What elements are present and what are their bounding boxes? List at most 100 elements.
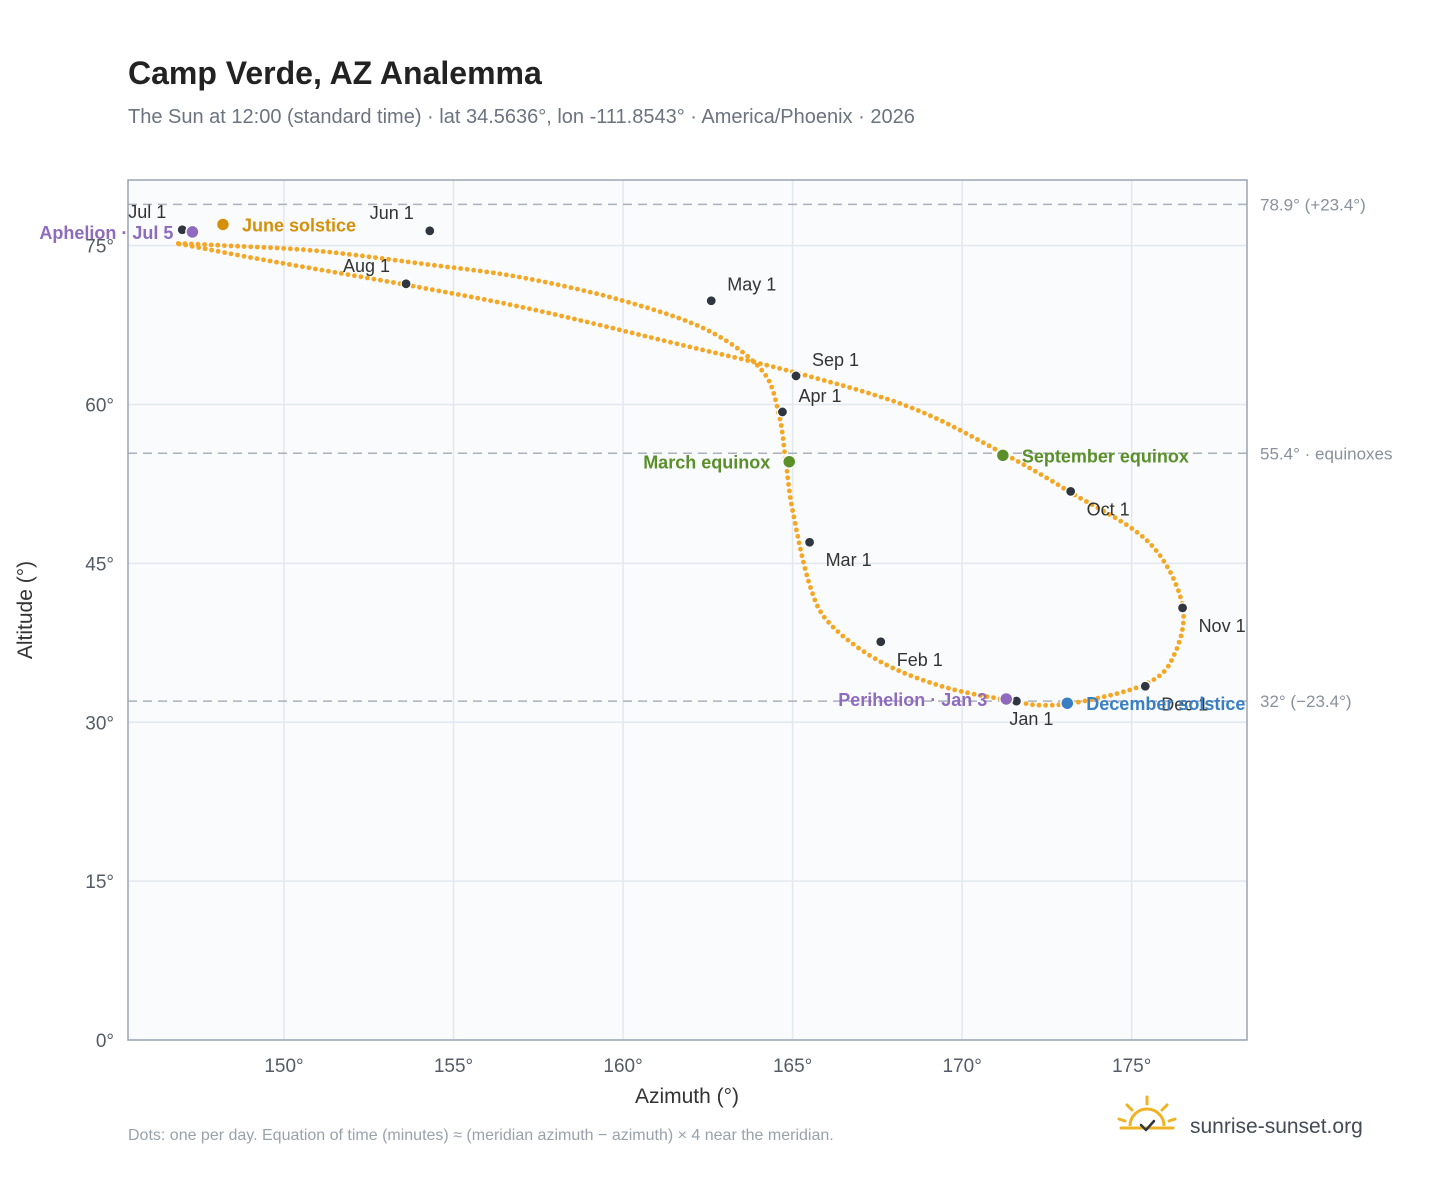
day-dot bbox=[1171, 576, 1176, 581]
day-dot bbox=[202, 246, 208, 252]
day-dot bbox=[914, 675, 920, 681]
day-dot bbox=[909, 405, 915, 411]
day-dot bbox=[352, 273, 357, 279]
day-dot bbox=[719, 352, 725, 357]
day-dot bbox=[676, 315, 682, 321]
day-dot bbox=[1089, 502, 1095, 508]
day-dot bbox=[610, 325, 616, 331]
day-dot bbox=[642, 333, 648, 339]
month-label: Jan 1 bbox=[1009, 709, 1053, 729]
day-dot bbox=[1084, 499, 1089, 504]
day-dot bbox=[629, 330, 635, 336]
day-dot bbox=[539, 309, 545, 314]
day-dot bbox=[872, 656, 878, 662]
day-dot bbox=[562, 283, 567, 289]
day-dot bbox=[1027, 465, 1032, 471]
y-axis-ticks: 0° 15° 30° 45° 60° 75° bbox=[85, 237, 114, 1052]
day-dot bbox=[777, 366, 782, 371]
month-label: Jun 1 bbox=[370, 203, 414, 223]
day-dot bbox=[235, 243, 241, 249]
day-dot bbox=[933, 682, 939, 687]
month-markers: Jan 1 Feb 1 Mar 1 Apr 1 May 1 Jun 1 Jul 1 Aug 1… bbox=[128, 202, 1245, 729]
day-dot bbox=[451, 265, 457, 271]
reference-line-label: 55.4° · equinoxes bbox=[1260, 444, 1393, 463]
day-dot bbox=[248, 244, 254, 250]
day-dot bbox=[464, 266, 470, 272]
day-dot bbox=[1095, 695, 1101, 701]
day-dot bbox=[815, 603, 820, 609]
day-dot bbox=[706, 328, 712, 334]
day-dot bbox=[215, 242, 221, 248]
month-label: Jul 1 bbox=[128, 202, 166, 222]
day-dot bbox=[861, 649, 867, 655]
day-dot bbox=[340, 251, 346, 256]
day-dot bbox=[688, 320, 694, 326]
day-dot bbox=[840, 633, 846, 639]
day-dot bbox=[878, 659, 884, 665]
day-dot bbox=[798, 546, 803, 552]
day-dot bbox=[975, 437, 980, 442]
day-dot bbox=[771, 391, 777, 396]
day-dot bbox=[777, 416, 783, 422]
day-dot bbox=[1151, 677, 1157, 682]
day-dot bbox=[623, 329, 629, 334]
x-tick-label: 175° bbox=[1112, 1056, 1151, 1077]
day-dot bbox=[751, 359, 757, 365]
day-dot bbox=[764, 362, 770, 368]
event-label: September equinox bbox=[1022, 446, 1189, 466]
day-dot bbox=[1139, 534, 1145, 539]
month-dot bbox=[790, 370, 802, 382]
day-dot bbox=[507, 302, 513, 308]
day-dot bbox=[209, 247, 215, 253]
day-dot bbox=[810, 591, 815, 597]
day-dot bbox=[384, 279, 390, 284]
day-dot bbox=[785, 475, 791, 481]
day-dot bbox=[1161, 558, 1167, 564]
day-dot bbox=[581, 288, 587, 293]
day-dot bbox=[1176, 639, 1182, 645]
day-dot bbox=[1101, 694, 1107, 700]
day-dot bbox=[1144, 538, 1150, 544]
day-dot bbox=[636, 332, 641, 337]
day-dot bbox=[228, 251, 234, 257]
y-tick-label: 75° bbox=[85, 237, 114, 258]
day-dot bbox=[497, 271, 503, 277]
x-tick-label: 170° bbox=[943, 1056, 982, 1077]
day-dot bbox=[866, 390, 871, 396]
day-dot bbox=[971, 691, 977, 697]
day-dot bbox=[1176, 588, 1181, 594]
day-dot bbox=[1056, 702, 1062, 708]
day-dot bbox=[821, 614, 827, 620]
y-tick-label: 30° bbox=[85, 713, 114, 734]
day-dot bbox=[758, 361, 763, 366]
day-dot bbox=[313, 266, 318, 272]
x-axis-title: Azimuth (°) bbox=[635, 1085, 739, 1108]
day-dot bbox=[494, 299, 500, 305]
day-dot bbox=[1134, 529, 1140, 535]
day-dot bbox=[475, 295, 481, 301]
month-label: Feb 1 bbox=[897, 650, 943, 670]
day-dot bbox=[792, 521, 798, 526]
day-dot bbox=[287, 246, 293, 252]
day-dot bbox=[555, 282, 561, 288]
day-dot bbox=[853, 386, 859, 392]
day-dot bbox=[780, 436, 786, 441]
day-dot bbox=[723, 338, 729, 344]
day-dot bbox=[477, 268, 483, 274]
day-dot bbox=[471, 267, 476, 273]
day-dot bbox=[965, 690, 970, 696]
day-dot bbox=[552, 312, 558, 317]
day-dot bbox=[1032, 468, 1038, 474]
day-dot bbox=[795, 533, 801, 539]
day-dot bbox=[429, 287, 435, 293]
day-dot bbox=[801, 559, 806, 565]
day-dot bbox=[802, 566, 808, 571]
day-dot bbox=[828, 379, 833, 385]
day-dot bbox=[1174, 646, 1180, 651]
month-dot bbox=[400, 278, 412, 290]
day-dot bbox=[616, 327, 622, 333]
day-dot bbox=[1078, 495, 1083, 501]
day-dot bbox=[687, 344, 693, 350]
day-dot bbox=[1171, 652, 1177, 657]
day-dot bbox=[523, 275, 529, 281]
